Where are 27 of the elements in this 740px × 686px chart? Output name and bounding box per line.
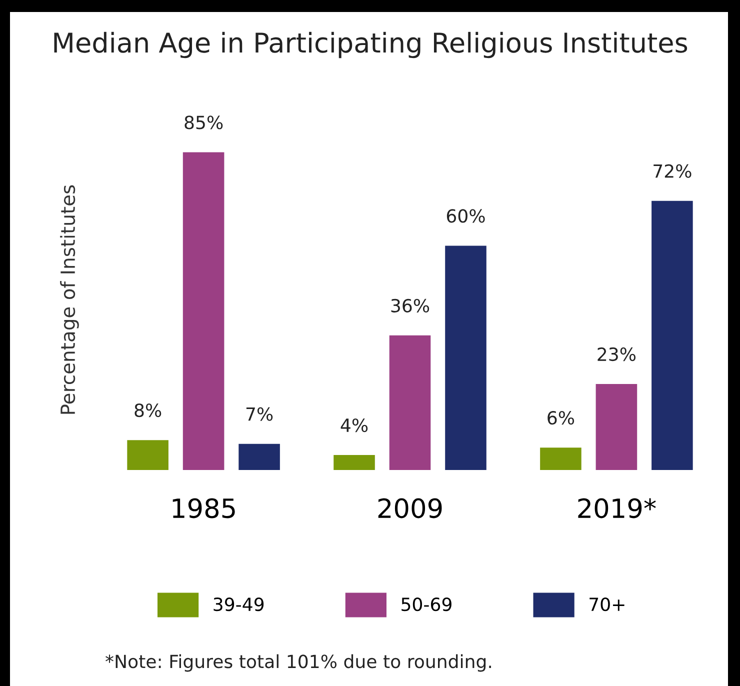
legend-label: 70+ <box>590 598 624 612</box>
data-label: 60% <box>446 209 485 223</box>
bar <box>652 200 693 470</box>
data-label: 36% <box>391 298 430 312</box>
data-label: 85% <box>184 116 223 130</box>
bar <box>540 448 582 470</box>
y-axis-title: Percentage of Institutes <box>60 185 79 414</box>
data-label: 8% <box>134 403 162 418</box>
text: *Note: Figures total 101% due to rounding. <box>106 654 491 672</box>
bar <box>389 335 431 470</box>
chart-title: Median Age in Participating Religious Institutes <box>54 32 688 58</box>
bar <box>445 246 486 470</box>
bar <box>238 444 280 470</box>
data-label: 4% <box>340 418 368 432</box>
legend-label: 50-69 <box>402 598 452 612</box>
legend-label: 39-49 <box>214 598 264 612</box>
data-label: 6% <box>548 410 574 425</box>
data-label: 7% <box>246 407 273 421</box>
data-label: 72% <box>654 164 692 178</box>
x-tick-label: 2019* <box>578 498 656 518</box>
bar <box>182 152 224 470</box>
x-tick-label: 2009 <box>378 498 442 518</box>
bar <box>127 440 168 470</box>
data-label: 23% <box>598 347 636 362</box>
bar <box>334 455 375 470</box>
bar <box>596 384 638 470</box>
x-tick-label: 1985 <box>172 498 235 518</box>
